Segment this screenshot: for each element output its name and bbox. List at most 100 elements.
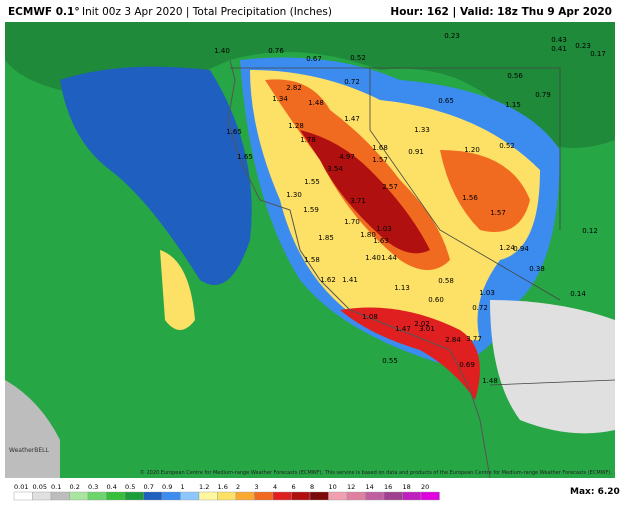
point-labels: 1.40 0.760.67 0.520.23 0.430.41 0.230.172.82…	[214, 32, 606, 385]
colorbar-label: 3	[255, 483, 259, 491]
point-label: 2.02	[414, 320, 430, 328]
colorbar-swatch	[87, 491, 107, 501]
point-label: 0.60	[428, 296, 444, 304]
point-label: 0.52	[499, 142, 515, 150]
point-label: 3.77	[466, 335, 482, 343]
max-value: Max: 6.20	[570, 487, 620, 497]
colorbar-label: 0.7	[144, 483, 154, 491]
point-label: 1.80	[360, 231, 376, 239]
point-label: 1.68	[372, 144, 388, 152]
point-label: 3.01	[419, 325, 435, 333]
valid-time: Hour: 162 | Valid: 18z Thu 9 Apr 2020	[390, 6, 612, 18]
point-label: 0.58	[438, 277, 454, 285]
point-label: 1.41	[342, 276, 358, 284]
point-label: 1.78	[300, 136, 316, 144]
colorbar: 0.01 0.05 0.1 0.2 0.3 0.4 0.5 0.7 0.9 1 1.2 1.6 2 3 4 6…	[13, 483, 440, 501]
point-label: 1.47	[395, 325, 411, 333]
point-label: 0.94	[513, 245, 529, 253]
point-label: 0.65	[438, 97, 454, 105]
colorbar-swatch	[217, 491, 237, 501]
colorbar-swatch	[420, 491, 440, 501]
logo: WeatherBELL	[9, 447, 50, 454]
point-label: 1.30	[286, 191, 302, 199]
point-label: 0.91	[408, 148, 424, 156]
point-label: 0.41	[551, 45, 567, 53]
colorbar-swatch	[143, 491, 163, 501]
point-label: 0.17	[590, 50, 606, 58]
model-title: ECMWF 0.1°	[8, 6, 80, 18]
point-label: 1.40	[214, 47, 230, 55]
colorbar-label: 10	[329, 483, 337, 491]
point-label: 1.57	[372, 156, 388, 164]
colorbar-swatch	[272, 491, 292, 501]
point-label: 1.08	[362, 313, 378, 321]
run-info: Init 00z 3 Apr 2020 | Total Precipitatio…	[82, 6, 332, 18]
colorbar-label: 20	[421, 483, 429, 491]
colorbar-label: 1	[181, 483, 185, 491]
point-label: 2.57	[382, 183, 398, 191]
point-label: 1.85	[318, 234, 334, 242]
colorbar-label: 2	[236, 483, 240, 491]
point-label: 0.23	[444, 32, 460, 40]
colorbar-swatch	[309, 491, 329, 501]
point-label: 1.28	[288, 122, 304, 130]
point-label: 0.43	[551, 36, 567, 44]
point-label: 1.65	[237, 153, 253, 161]
point-label: 1.44	[381, 254, 397, 262]
point-label: 0.56	[507, 72, 523, 80]
colorbar-swatch	[365, 491, 385, 501]
colorbar-swatch	[383, 491, 403, 501]
point-label: 1.03	[479, 289, 495, 297]
colorbar-label: 0.1	[51, 483, 61, 491]
point-label: 0.69	[459, 361, 475, 369]
colorbar-swatch	[402, 491, 422, 501]
point-label: 1.59	[303, 206, 319, 214]
point-label: 1.15	[505, 101, 521, 109]
point-label: 0.14	[570, 290, 586, 298]
colorbar-label: 8	[310, 483, 314, 491]
colorbar-swatch	[69, 491, 89, 501]
colorbar-label: 18	[403, 483, 411, 491]
colorbar-label: 0.4	[107, 483, 117, 491]
point-label: 1.65	[226, 128, 242, 136]
colorbar-swatch	[106, 491, 126, 501]
colorbar-label: 12	[347, 483, 355, 491]
colorbar-label: 1.6	[218, 483, 228, 491]
point-label: 0.23	[575, 42, 591, 50]
point-label: 1.63	[373, 237, 389, 245]
colorbar-label: 4	[273, 483, 277, 491]
point-label: 2.84	[445, 336, 461, 344]
colorbar-swatch	[13, 491, 33, 501]
colorbar-swatch	[161, 491, 181, 501]
point-label: 1.48	[308, 99, 324, 107]
point-label: 1.57	[490, 209, 506, 217]
point-label: 1.13	[394, 284, 410, 292]
point-label: 1.03	[376, 225, 392, 233]
colorbar-label: 0.2	[70, 483, 80, 491]
point-label: 0.76	[268, 47, 284, 55]
colorbar-label: 16	[384, 483, 392, 491]
point-label: 0.79	[535, 91, 551, 99]
point-label: 1.58	[304, 256, 320, 264]
point-label: 1.70	[344, 218, 360, 226]
copyright: © 2020 European Centre for Medium-range …	[140, 469, 613, 476]
point-label: 0.72	[344, 78, 360, 86]
colorbar-label: 0.3	[88, 483, 98, 491]
point-label: 0.72	[472, 304, 488, 312]
point-label: 1.33	[414, 126, 430, 134]
point-label: 1.56	[462, 194, 478, 202]
point-label: 1.24	[499, 244, 515, 252]
colorbar-label: 0.05	[33, 483, 47, 491]
colorbar-label: 0.5	[125, 483, 135, 491]
colorbar-label: 14	[366, 483, 374, 491]
point-label: 3.54	[327, 165, 343, 173]
colorbar-swatch	[198, 491, 218, 501]
colorbar-label: 0.01	[14, 483, 28, 491]
point-label: 3.71	[350, 197, 366, 205]
point-label: 1.34	[272, 95, 288, 103]
point-label: 0.67	[306, 55, 322, 63]
precip-field	[5, 22, 616, 479]
colorbar-swatch	[124, 491, 144, 501]
